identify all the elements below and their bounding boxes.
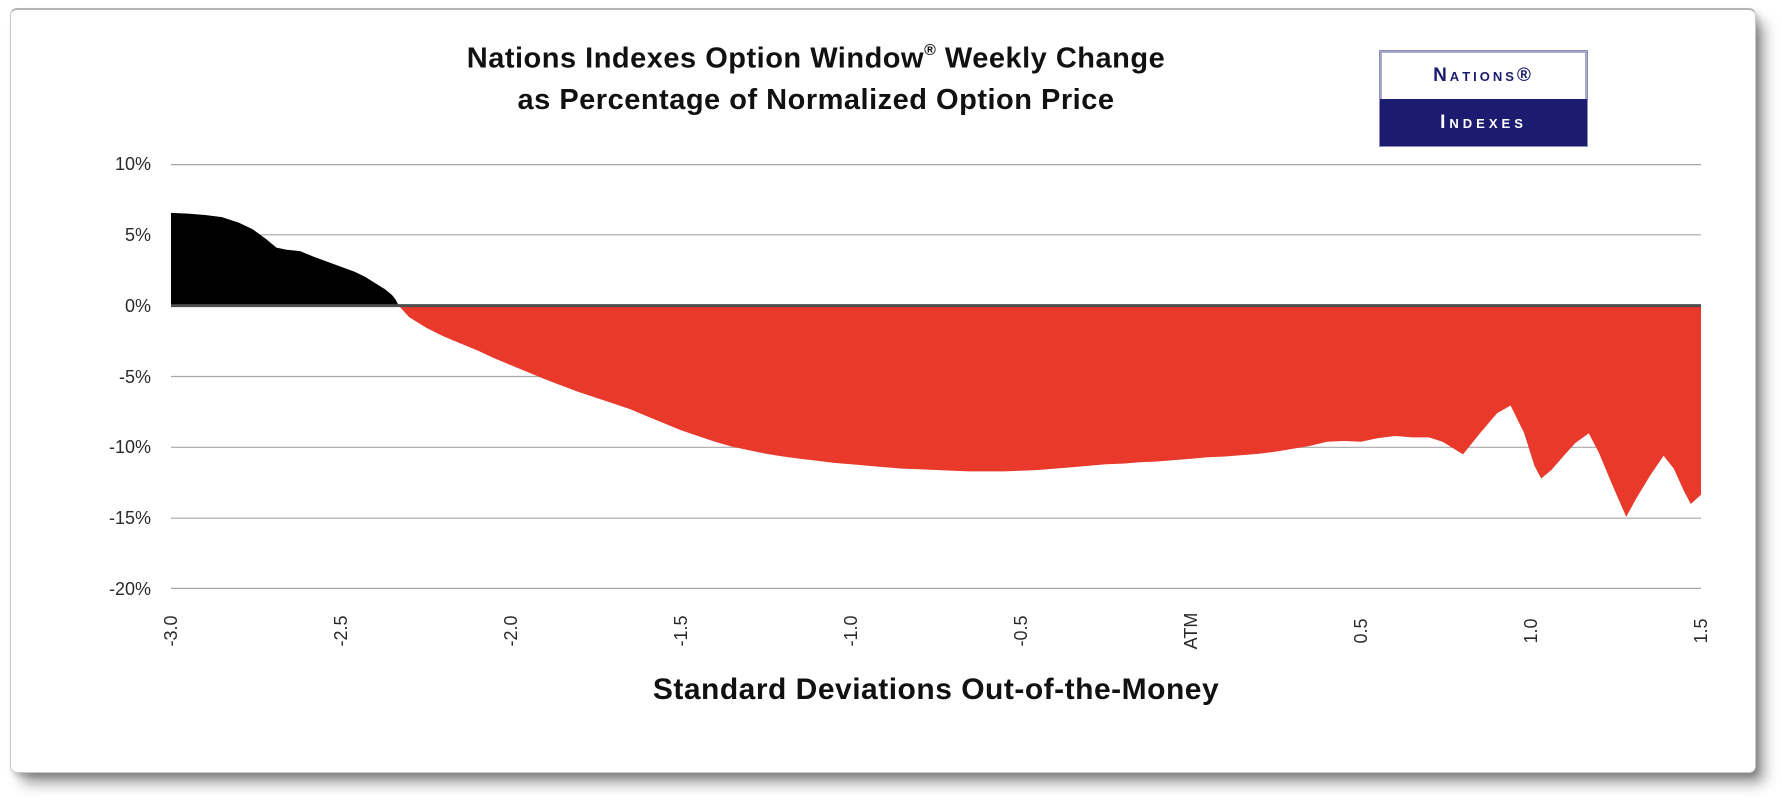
chart-title-part1: Nations Indexes Option Window bbox=[466, 42, 925, 75]
x-axis-labels: -3.0 -2.5 -2.0 -1.5 -1.0 -0.5 ATM 0.5 1.0 1.5 bbox=[11, 10, 1755, 772]
y-tick-label: 10% bbox=[114, 154, 151, 174]
x-axis-title: Standard Deviations Out-of-the-Money bbox=[652, 673, 1220, 706]
x-tick-label: -2.0 bbox=[500, 615, 521, 647]
area-negative-red bbox=[171, 305, 1701, 517]
x-tick-label: -2.5 bbox=[330, 615, 351, 647]
y-tick-label: -5% bbox=[118, 366, 151, 387]
chart-title-part2: Weekly Change bbox=[936, 42, 1166, 75]
plot-area bbox=[171, 164, 1701, 589]
x-tick-label: 1.0 bbox=[1520, 618, 1541, 644]
chart-title-line1: Nations Indexes Option Window® Weekly Ch… bbox=[151, 32, 1481, 80]
x-tick-label: 0.5 bbox=[1350, 618, 1371, 644]
y-tick-label: 0% bbox=[124, 295, 151, 316]
y-axis-labels: 10% 5% 0% -5% -10% -15% -20% bbox=[11, 10, 151, 772]
logo-indexes-label: Indexes bbox=[1380, 99, 1587, 146]
logo-nations-label: Nαtions® bbox=[1380, 51, 1587, 99]
x-tick-label: -1.0 bbox=[840, 615, 861, 647]
registered-mark: ® bbox=[924, 42, 937, 60]
x-tick-label: ATM bbox=[1180, 612, 1201, 650]
area-positive-black bbox=[171, 212, 399, 306]
x-tick-label: -0.5 bbox=[1010, 615, 1031, 647]
y-tick-label: -15% bbox=[108, 508, 151, 529]
chart-card: Nations Indexes Option Window® Weekly Ch… bbox=[10, 8, 1756, 773]
chart-title-line2: as Percentage of Normalized Option Price bbox=[517, 83, 1115, 116]
nations-indexes-logo: Nαtions® Indexes bbox=[1379, 50, 1588, 147]
x-tick-label: 1.5 bbox=[1690, 618, 1711, 644]
y-tick-label: -10% bbox=[108, 437, 151, 458]
y-tick-label: -20% bbox=[108, 579, 151, 599]
x-tick-label: -3.0 bbox=[160, 615, 181, 647]
x-tick-label: -1.5 bbox=[670, 615, 691, 647]
chart-title: Nations Indexes Option Window® Weekly Ch… bbox=[151, 32, 1481, 121]
y-tick-label: 5% bbox=[124, 224, 151, 245]
